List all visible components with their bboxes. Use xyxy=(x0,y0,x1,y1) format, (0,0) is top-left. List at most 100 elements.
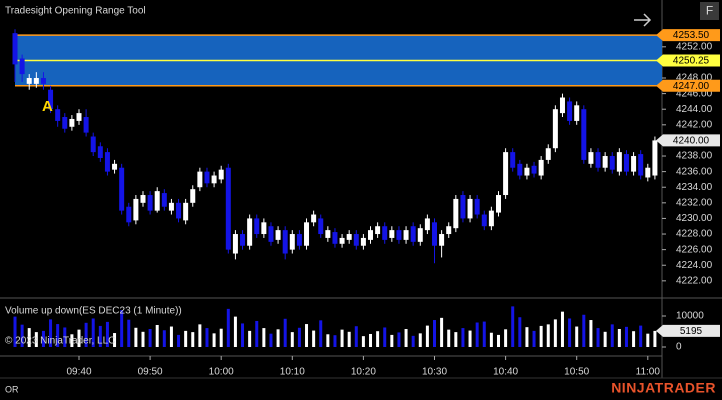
arrow-icon[interactable] xyxy=(634,13,652,27)
range-high-flag xyxy=(656,29,720,42)
volume-bar xyxy=(461,328,465,348)
button[interactable] xyxy=(700,2,719,20)
volume-bar xyxy=(624,326,628,348)
volume-bar xyxy=(41,330,45,348)
candle-body xyxy=(161,193,167,207)
volume-bar xyxy=(560,311,564,348)
range-mid-label: 4250.25 xyxy=(673,56,710,67)
volume-bar xyxy=(568,318,572,348)
button-label[interactable]: F xyxy=(706,4,713,18)
candle-body xyxy=(581,109,587,160)
candle-body xyxy=(517,163,523,176)
candle-body xyxy=(510,152,516,168)
volume-bar xyxy=(482,321,486,348)
volume-bar xyxy=(63,327,67,348)
candle-body xyxy=(645,167,651,178)
y-tick-label: 4242.00 xyxy=(676,119,713,130)
candle-body xyxy=(623,154,629,172)
candle-body xyxy=(396,230,402,240)
candle-body xyxy=(19,58,25,75)
candle-body xyxy=(183,202,189,221)
y-tick-label: 4244.00 xyxy=(676,104,713,115)
candle-body xyxy=(225,167,231,250)
volume-bar xyxy=(269,333,273,348)
volume-bar xyxy=(13,316,17,348)
candle-body xyxy=(97,146,103,158)
candle-body xyxy=(368,230,374,240)
y-tick-label: 10000 xyxy=(676,311,704,322)
volume-bar xyxy=(347,331,351,348)
candle-body xyxy=(360,237,366,246)
x-tick-label: 10:30 xyxy=(422,367,447,378)
candle-body xyxy=(638,154,644,176)
candle-body xyxy=(62,117,68,129)
candle-body xyxy=(211,175,217,184)
candle-body xyxy=(424,218,430,231)
candle-body xyxy=(375,226,381,235)
plot-area xyxy=(12,29,662,348)
y-tick-label: 4232.00 xyxy=(676,197,713,208)
y-tick-label: 4252.00 xyxy=(676,41,713,52)
volume-bar xyxy=(639,325,643,348)
y-tick-label: 4238.00 xyxy=(676,151,713,162)
candle-body xyxy=(567,101,573,121)
last-price-label: 4240.00 xyxy=(673,136,710,147)
volume-bar xyxy=(226,308,230,348)
candle-body xyxy=(33,78,39,84)
candle-body xyxy=(325,230,331,238)
volume-bar xyxy=(525,327,529,348)
candle-body xyxy=(346,234,352,240)
candle-body xyxy=(410,226,416,242)
volume-bar xyxy=(596,328,600,348)
candle-body xyxy=(552,109,558,149)
volume-bar xyxy=(49,319,53,348)
volume-bar xyxy=(582,314,586,348)
y-tick-label: 4230.00 xyxy=(676,213,713,224)
candle-body xyxy=(218,169,224,180)
candle-body xyxy=(112,163,118,170)
volume-bar xyxy=(34,332,38,348)
candle-body xyxy=(616,152,622,172)
volume-bar xyxy=(404,329,408,348)
candle-body xyxy=(289,234,295,250)
candle-body xyxy=(247,218,253,246)
candle-body xyxy=(90,136,96,153)
candle-body xyxy=(432,222,437,246)
candle-body xyxy=(304,222,310,246)
volume-bar xyxy=(589,320,593,348)
candle-body xyxy=(147,195,153,211)
volume-bar xyxy=(447,329,451,348)
volume-bar xyxy=(319,320,323,348)
candle-body xyxy=(204,171,210,184)
candle-body xyxy=(26,78,32,84)
candle-body xyxy=(602,156,608,168)
volume-bar xyxy=(56,324,60,348)
volume-bar xyxy=(532,330,536,348)
x-tick-label: 10:00 xyxy=(209,367,234,378)
y-tick-label: 4226.00 xyxy=(676,244,713,255)
volume-bar xyxy=(141,331,145,348)
candle-body xyxy=(595,152,601,168)
candle-body xyxy=(133,198,139,221)
volume-bar xyxy=(27,328,31,348)
volume-bar xyxy=(390,334,394,348)
volume-bar xyxy=(177,334,181,348)
y-tick-label: 4246.00 xyxy=(676,88,713,99)
volume-bar xyxy=(305,324,309,348)
candle-body xyxy=(126,206,132,223)
candle-body xyxy=(474,198,480,215)
volume-bar xyxy=(70,334,74,348)
volume-bar xyxy=(369,333,373,348)
candle-body xyxy=(12,33,18,65)
candle-body xyxy=(104,152,110,172)
volume-bar xyxy=(333,335,337,348)
candle-body xyxy=(40,78,46,84)
volume-bar xyxy=(184,330,188,348)
candle-body xyxy=(268,226,274,242)
candle-body xyxy=(332,232,338,244)
chart-title: Tradesight Opening Range Tool xyxy=(5,6,146,17)
volume-bar xyxy=(617,329,621,348)
volume-bar xyxy=(191,332,195,348)
candle-body xyxy=(296,234,302,246)
